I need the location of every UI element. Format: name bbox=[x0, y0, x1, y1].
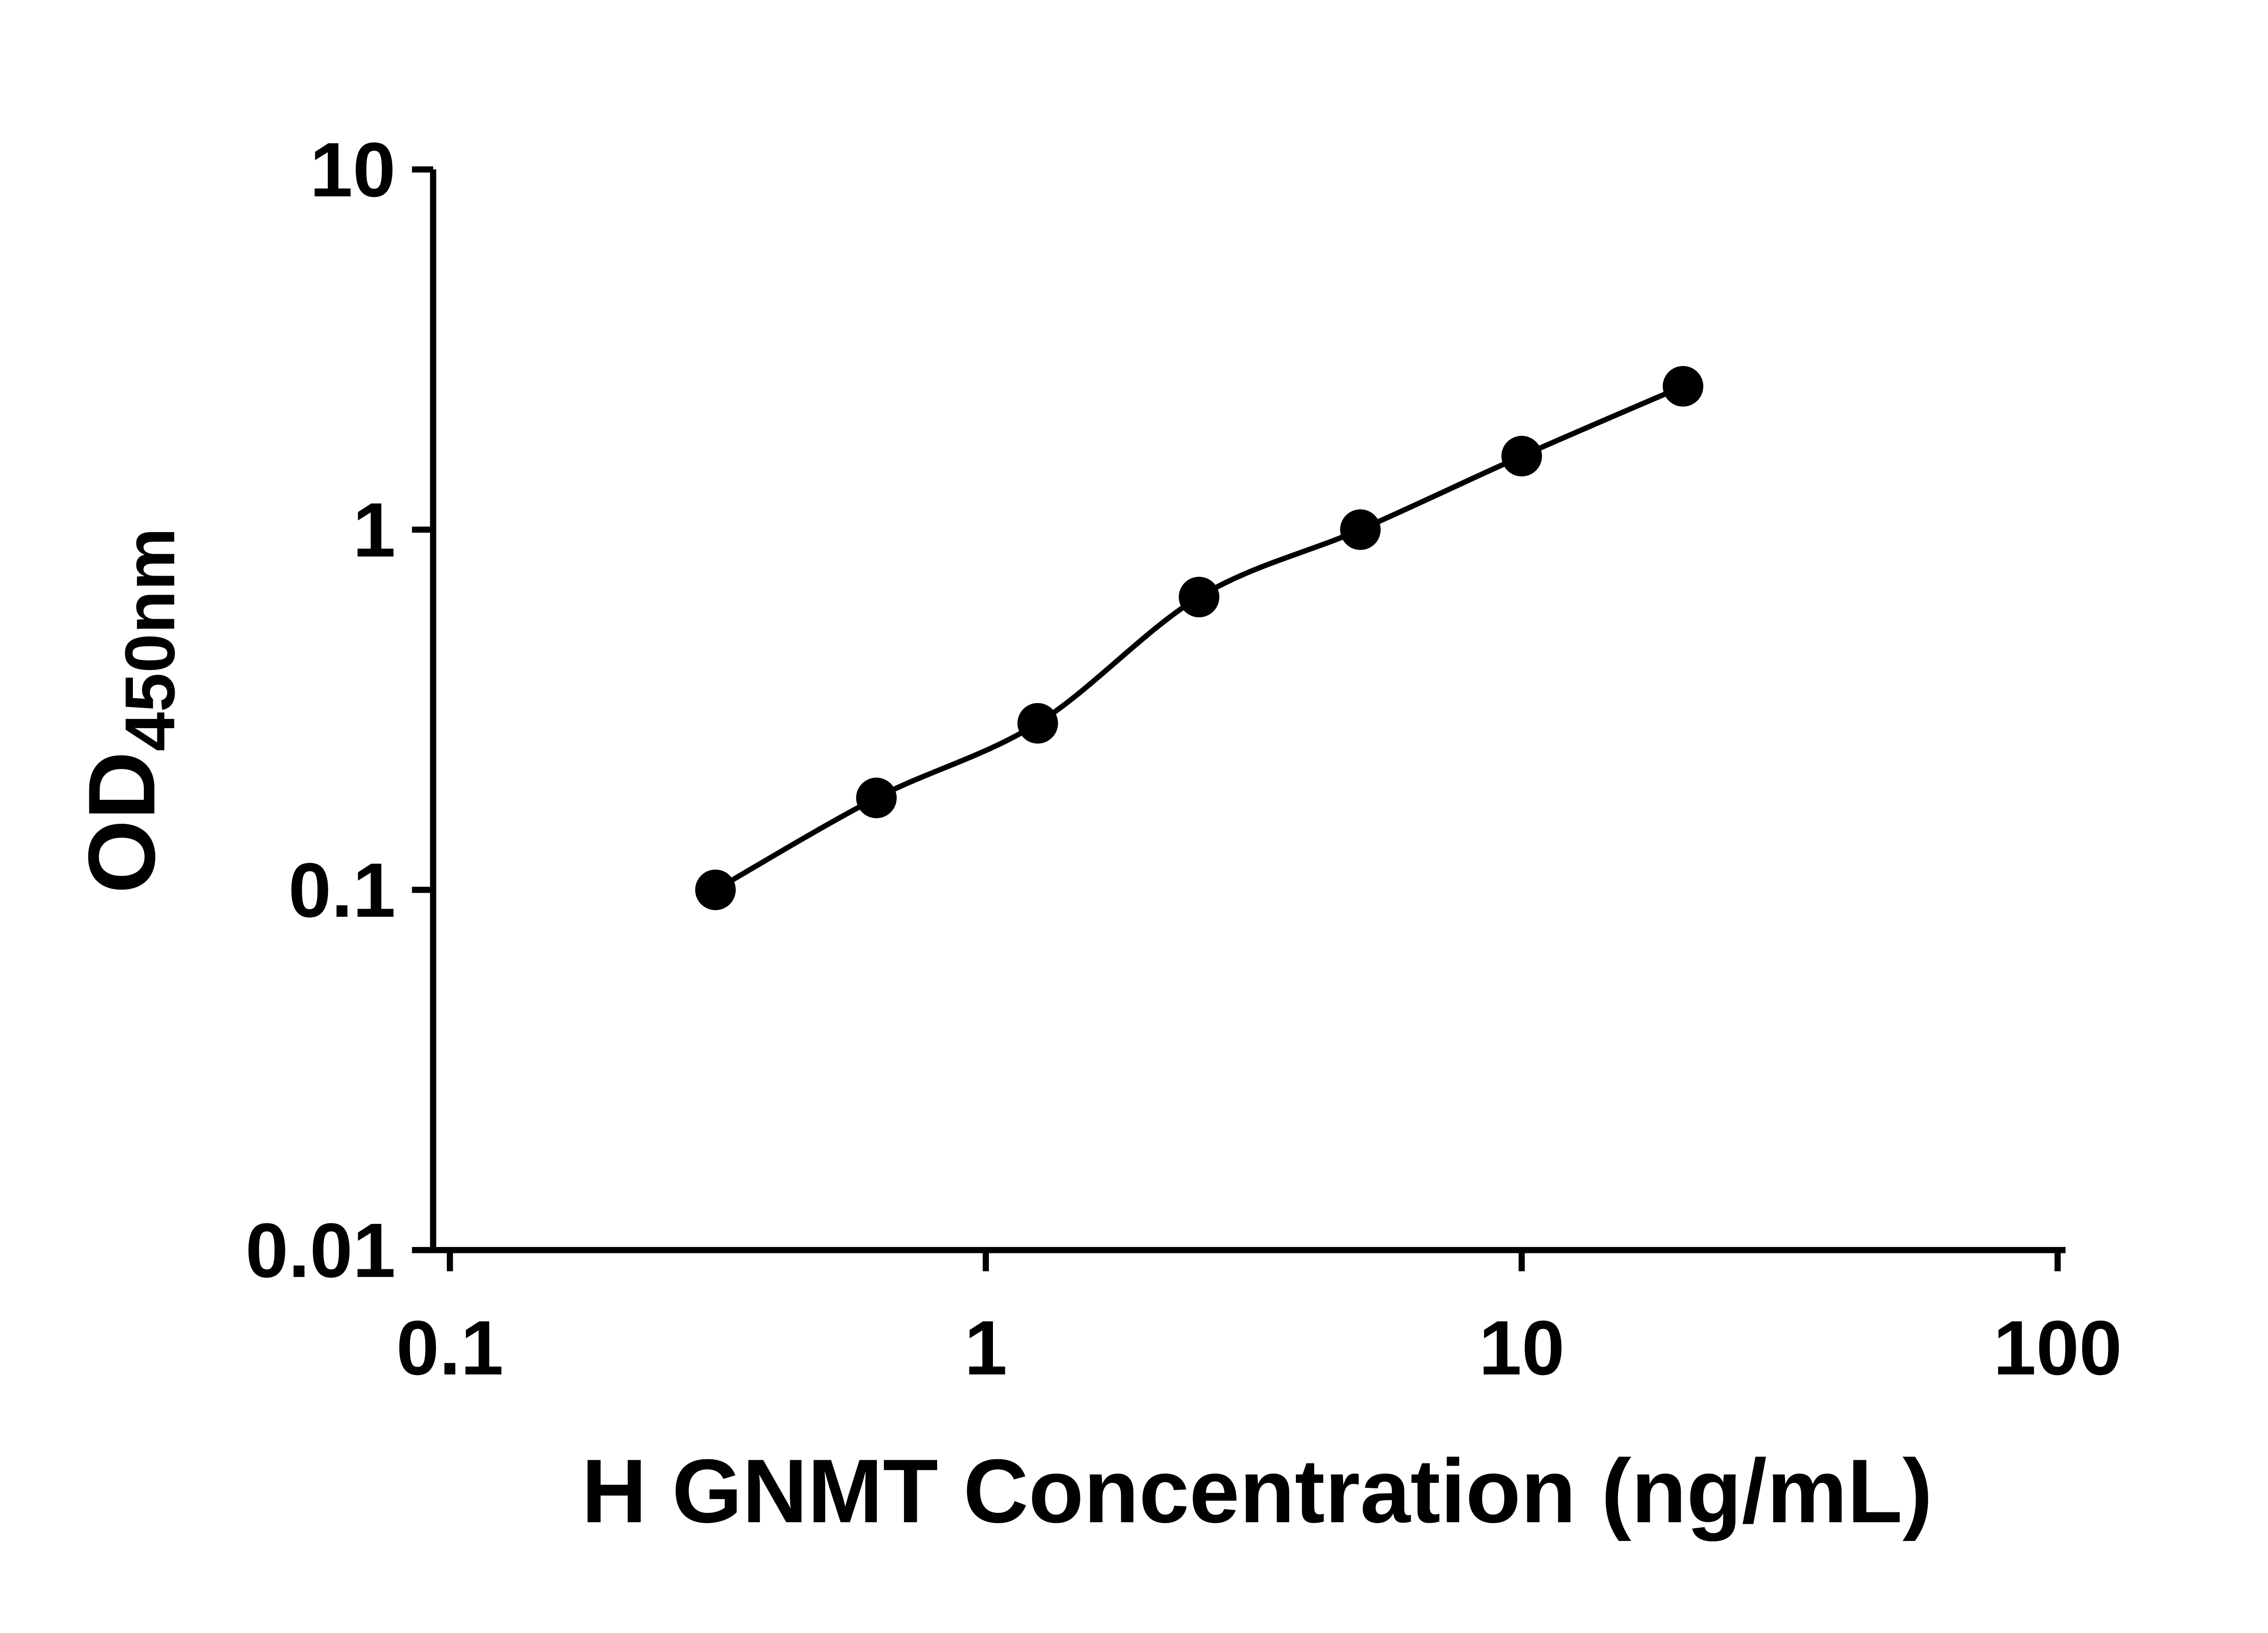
axis-lines bbox=[430, 169, 2066, 1253]
x-tick-label: 1 bbox=[964, 1305, 1007, 1391]
y-axis-title: OD450nm bbox=[69, 528, 189, 894]
y-tick-label: 0.1 bbox=[288, 847, 396, 934]
data-point bbox=[1178, 577, 1220, 617]
data-point bbox=[1501, 435, 1542, 477]
data-point bbox=[695, 870, 736, 910]
data-point bbox=[1340, 509, 1381, 550]
data-point bbox=[856, 777, 897, 818]
y-axis-title-main: OD bbox=[69, 751, 175, 894]
data-point bbox=[1662, 366, 1704, 407]
y-tick-label: 0.01 bbox=[245, 1208, 396, 1294]
x-tick-label: 10 bbox=[1479, 1305, 1564, 1391]
data-point bbox=[1017, 703, 1058, 744]
x-tick-label: 100 bbox=[1993, 1305, 2122, 1391]
y-tick-label: 10 bbox=[310, 127, 396, 213]
x-tick-label: 0.1 bbox=[396, 1305, 504, 1391]
y-tick-label: 1 bbox=[353, 487, 396, 573]
y-axis-title-subscript: 450nm bbox=[110, 528, 189, 751]
x-axis-title: H GNMT Concentration (ng/mL) bbox=[582, 1441, 1933, 1542]
